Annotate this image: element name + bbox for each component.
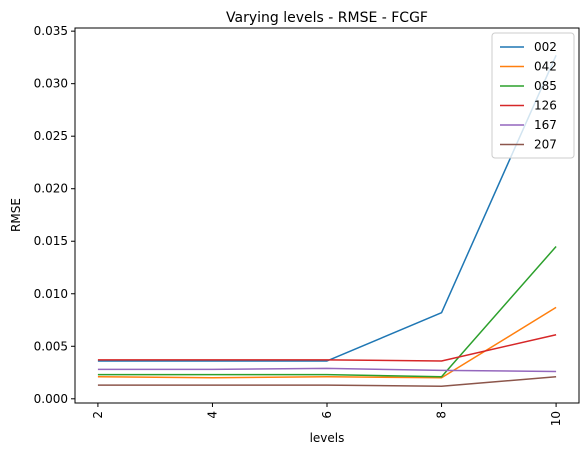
legend-label: 126 [534, 99, 557, 113]
x-tick-label: 2 [91, 411, 105, 419]
y-tick-label: 0.015 [34, 234, 68, 248]
x-axis-ticks: 2 4 6 8 10 [91, 403, 563, 426]
series-line-167 [97, 367, 557, 373]
x-tick-label: 8 [435, 411, 449, 419]
series-line-207 [97, 375, 557, 387]
y-tick-label: 0.035 [34, 24, 68, 38]
y-tick-label: 0.010 [34, 287, 68, 301]
y-tick-label: 0.005 [34, 339, 68, 353]
series-line-126 [97, 333, 557, 362]
legend-label: 002 [534, 40, 557, 54]
x-tick-label: 6 [320, 411, 334, 419]
y-tick-label: 0.025 [34, 129, 68, 143]
legend-label: 042 [534, 60, 557, 74]
x-tick-label: 4 [205, 411, 219, 419]
legend-box [491, 32, 575, 159]
plot-area [74, 27, 580, 404]
y-tick-label: 0.030 [34, 77, 68, 91]
y-axis-label: RMSE [9, 198, 23, 232]
series-layer [97, 55, 557, 387]
legend: 002 042 085 126 167 207 [491, 32, 575, 159]
series-line-042 [97, 306, 557, 379]
x-tick-label: 10 [549, 411, 563, 426]
series-line-085 [97, 245, 557, 378]
y-axis-ticks: 0.000 0.005 0.010 0.015 0.020 0.025 0.030 0.035 [34, 24, 75, 406]
x-axis-label: levels [310, 431, 345, 445]
y-tick-label: 0.000 [34, 392, 68, 406]
legend-label: 167 [534, 118, 557, 132]
legend-label: 085 [534, 79, 557, 93]
legend-label: 207 [534, 138, 557, 152]
chart-title: Varying levels - RMSE - FCGF [226, 10, 428, 26]
y-tick-label: 0.020 [34, 182, 68, 196]
series-line-002 [97, 55, 557, 362]
